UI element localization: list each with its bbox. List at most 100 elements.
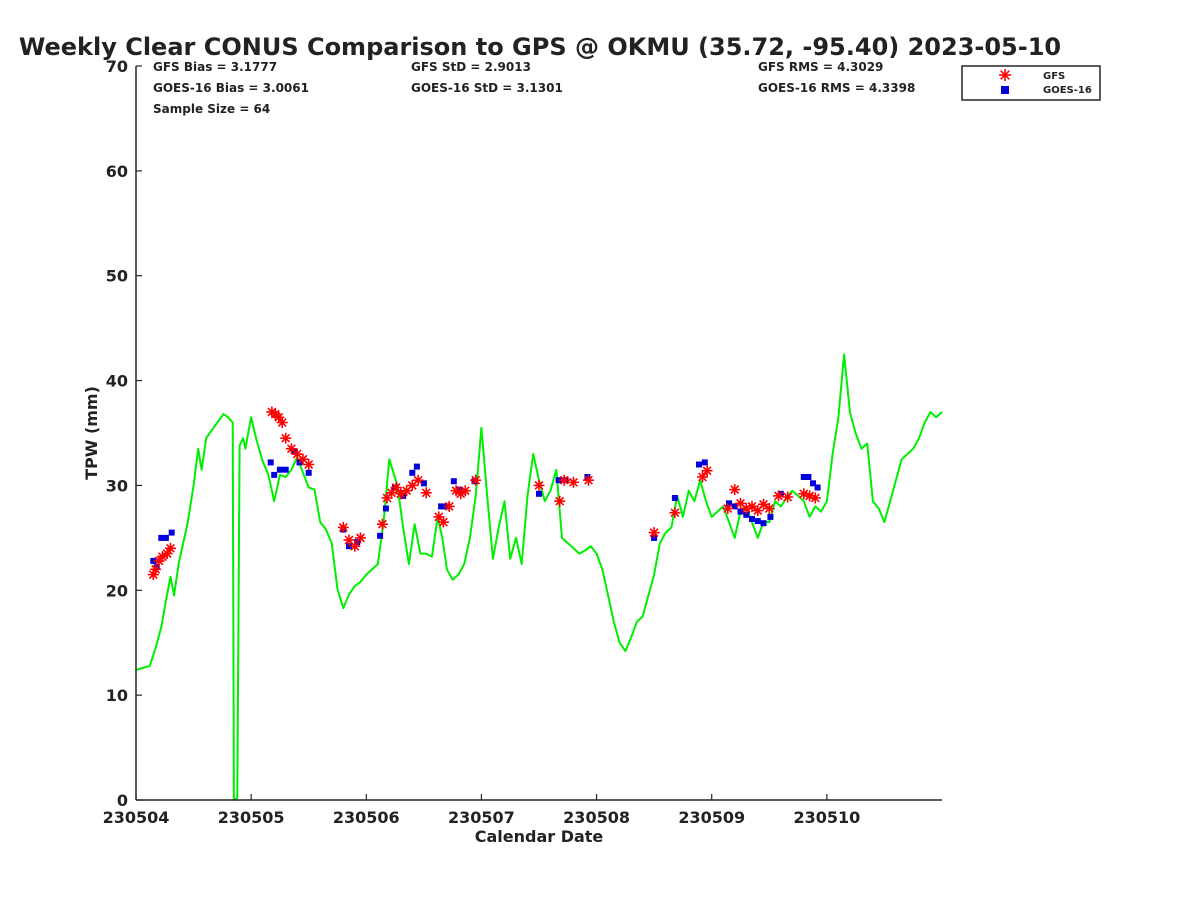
goes-data-point — [701, 459, 708, 466]
gfs-data-point — [390, 482, 402, 493]
goes-data-point — [271, 471, 278, 478]
goes-data-point — [814, 484, 821, 491]
goes-data-point — [382, 505, 389, 512]
y-tick-label: 50 — [106, 267, 128, 286]
x-tick-label: 230510 — [793, 808, 860, 827]
stats-block: GFS Bias = 3.1777 GOES-16 Bias = 3.0061 … — [153, 60, 915, 116]
gfs-data-point — [386, 487, 398, 499]
gfs-data-point — [276, 417, 288, 428]
y-tick-label: 20 — [106, 581, 128, 600]
plot-area: 230504 230505 230506 230507 230508 230509 2305… — [103, 57, 943, 827]
y-tick-label: 60 — [106, 162, 128, 181]
legend-label-gfs: GFS — [1043, 71, 1065, 82]
goes-data-point — [584, 474, 591, 480]
gfs-data-point — [568, 476, 579, 488]
goes-data-point — [536, 490, 542, 497]
stat-gfs-rms: GFS RMS = 4.3029 — [758, 60, 883, 74]
gfs-data-point — [758, 498, 769, 510]
gfs-data-point — [773, 490, 784, 502]
goes-data-point — [346, 543, 352, 550]
gfs-data-point — [648, 527, 660, 539]
goes-data-point — [162, 534, 169, 541]
gfs-data-point — [798, 488, 810, 500]
goes-data-point — [409, 469, 416, 476]
legend-label-goes: GOES-16 — [1043, 85, 1092, 96]
gfs-data-point — [669, 507, 681, 519]
goes-data-point — [305, 469, 312, 476]
goes-data-point — [267, 459, 274, 466]
gps-series-layer — [135, 353, 943, 801]
x-tick-label: 230506 — [333, 808, 400, 827]
gfs-data-point — [303, 459, 315, 470]
gfs-data-point — [782, 491, 794, 503]
gfs-data-point — [533, 479, 545, 491]
goes-data-point — [810, 480, 816, 487]
gfs-series-layer — [147, 406, 821, 581]
goes-data-point — [438, 503, 445, 510]
stat-gfs-std: GFS StD = 2.9013 — [411, 60, 531, 74]
gfs-data-point — [355, 532, 366, 544]
goes-data-point — [754, 518, 761, 525]
goes-data-point — [450, 478, 457, 485]
x-tick-label: 230509 — [678, 808, 745, 827]
gfs-data-point — [722, 503, 734, 514]
goes-data-point — [800, 474, 807, 480]
goes-data-point — [282, 466, 289, 473]
gfs-data-point — [809, 492, 821, 504]
goes-data-point — [743, 511, 750, 518]
stat-goes-std: GOES-16 StD = 3.1301 — [411, 81, 563, 95]
y-tick-label: 0 — [117, 791, 128, 810]
legend-box — [961, 65, 1101, 101]
gfs-data-point — [459, 485, 471, 497]
goes-data-point — [805, 474, 812, 480]
gfs-data-point — [729, 484, 741, 496]
x-tick-label: 230504 — [103, 808, 170, 827]
stat-sample-size: Sample Size = 64 — [153, 102, 270, 116]
plot-background — [136, 66, 942, 800]
goes-data-point — [168, 529, 175, 536]
gfs-data-point — [697, 471, 708, 483]
y-axis-label: TPW (mm) — [82, 386, 101, 480]
x-tick-label: 230507 — [448, 808, 515, 827]
gfs-data-point — [337, 521, 349, 533]
stat-gfs-bias: GFS Bias = 3.1777 — [153, 60, 277, 74]
goes-data-point — [150, 557, 157, 564]
gfs-data-point — [420, 487, 432, 499]
x-axis-label: Calendar Date — [475, 827, 604, 846]
goes-data-point — [158, 534, 165, 541]
gfs-data-point — [437, 516, 449, 528]
legend-goes-marker-icon — [1001, 86, 1009, 94]
goes-data-point — [456, 486, 463, 493]
goes-data-point — [420, 480, 427, 487]
gfs-data-point — [150, 563, 162, 575]
goes-data-point — [555, 477, 562, 484]
goes-data-point — [731, 503, 738, 510]
gps-series-line — [135, 353, 943, 801]
gfs-data-point — [280, 432, 292, 444]
y-tick-label: 40 — [106, 372, 128, 391]
gfs-data-point — [746, 500, 758, 512]
x-ticks: 230504 230505 230506 230507 230508 230509 2305… — [103, 794, 860, 827]
stat-goes-rms: GOES-16 RMS = 4.3398 — [758, 81, 915, 95]
goes-data-point — [749, 516, 755, 522]
gfs-data-point — [583, 474, 594, 486]
gfs-data-point — [554, 495, 566, 507]
gfs-data-point — [701, 465, 713, 477]
gfs-data-point — [443, 500, 455, 512]
y-tick-label: 10 — [106, 686, 128, 705]
y-tick-label: 70 — [106, 57, 128, 76]
goes-data-point — [671, 495, 678, 501]
gfs-data-point — [376, 518, 388, 530]
goes-data-point — [767, 513, 774, 520]
goes-data-point — [413, 463, 420, 470]
x-tick-label: 230505 — [218, 808, 285, 827]
x-tick-label: 230508 — [563, 808, 630, 827]
gfs-data-point — [558, 474, 570, 486]
goes-data-point — [377, 532, 384, 539]
gfs-data-point — [349, 540, 361, 552]
goes-data-point — [726, 500, 732, 507]
gfs-data-point — [412, 474, 424, 486]
goes-data-point — [737, 508, 744, 515]
